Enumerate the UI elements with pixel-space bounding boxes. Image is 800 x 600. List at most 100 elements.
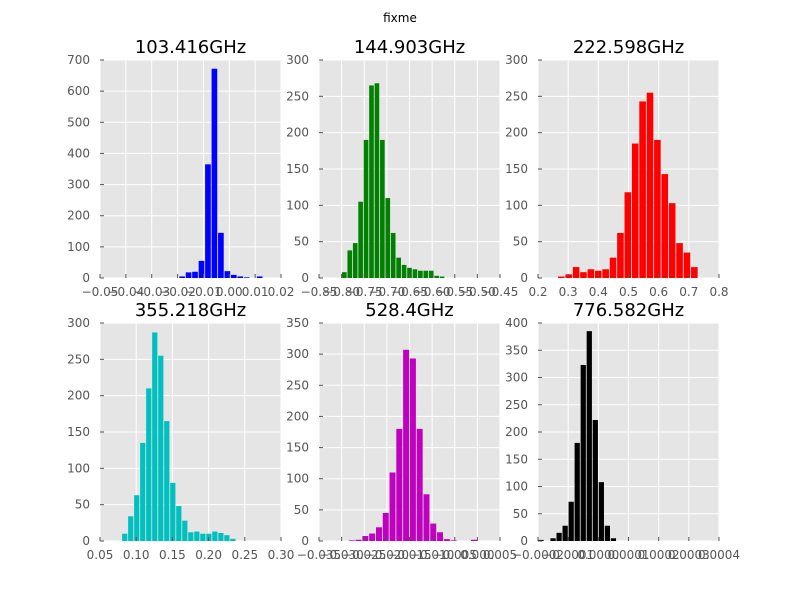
- y-tick-label: 100: [286, 472, 309, 486]
- histogram-bar: [565, 274, 572, 278]
- y-tick-label: 250: [505, 89, 528, 103]
- histogram-bar: [363, 139, 369, 278]
- histogram-bar: [592, 420, 598, 541]
- y-tick-label: 200: [67, 389, 90, 403]
- y-tick-label: 100: [505, 198, 528, 212]
- histogram-bar: [602, 269, 609, 278]
- histogram-bar: [676, 243, 683, 278]
- histogram-panel: −0.85−0.80−0.75−0.70−0.65−0.60−0.55−0.50…: [286, 37, 518, 299]
- histogram-bar: [218, 232, 224, 278]
- y-tick-label: 400: [505, 316, 528, 330]
- histogram-bar: [382, 512, 389, 541]
- y-tick-label: 150: [286, 441, 309, 455]
- subplot-title: 528.4GHz: [365, 300, 453, 321]
- histogram-bar: [218, 533, 224, 541]
- histogram-bar: [369, 533, 376, 541]
- y-tick-label: 50: [513, 507, 528, 521]
- subplot-title: 144.903GHz: [354, 37, 465, 58]
- x-tick-label: 0.25: [231, 548, 258, 562]
- y-tick-label: 200: [67, 209, 90, 223]
- y-tick-label: 150: [67, 425, 90, 439]
- histogram-bar: [430, 523, 437, 541]
- y-tick-label: 600: [67, 84, 90, 98]
- histogram-bar: [128, 516, 134, 541]
- histogram-bar: [158, 355, 164, 541]
- histogram-bar: [396, 428, 403, 541]
- histogram-bar: [470, 539, 477, 541]
- histogram-bar: [538, 539, 544, 541]
- histogram-bar: [385, 198, 391, 278]
- histogram-bar: [609, 257, 617, 278]
- histogram-bar: [574, 442, 580, 541]
- histogram-bar: [369, 85, 374, 278]
- y-tick-label: 300: [286, 347, 309, 361]
- x-tick-label: 0.00: [216, 285, 243, 299]
- histogram-bar: [434, 275, 439, 278]
- histogram-bar: [224, 271, 231, 278]
- histogram-bar: [550, 538, 556, 541]
- x-tick-label: 0.0001: [608, 548, 650, 562]
- x-tick-label: −0.65: [391, 285, 428, 299]
- x-tick-label: 0.5: [619, 285, 638, 299]
- y-tick-label: 0: [520, 271, 528, 285]
- histogram-bar: [211, 68, 218, 278]
- x-tick-label: −0.05: [82, 285, 119, 299]
- y-tick-label: 400: [67, 146, 90, 160]
- histogram-bar: [661, 174, 669, 278]
- y-tick-label: 0: [82, 271, 90, 285]
- y-tick-label: 250: [286, 378, 309, 392]
- x-tick-label: 0.4: [589, 285, 608, 299]
- y-tick-label: 100: [286, 198, 309, 212]
- histogram-bar: [624, 192, 632, 278]
- figure-title: fixme: [383, 11, 417, 25]
- x-tick-label: 0.005: [483, 548, 517, 562]
- histogram-bar: [182, 520, 188, 541]
- y-tick-label: 150: [505, 162, 528, 176]
- histogram-bar: [691, 267, 698, 278]
- histogram-bar: [185, 272, 192, 278]
- x-tick-label: −0.010: [410, 548, 454, 562]
- histogram-bar: [200, 533, 206, 541]
- y-tick-label: 350: [286, 316, 309, 330]
- histogram-bar: [423, 494, 430, 541]
- histogram-bar: [423, 270, 429, 278]
- histogram-bar: [352, 243, 358, 278]
- histogram-bar: [224, 535, 230, 541]
- x-tick-label: −0.005: [433, 548, 477, 562]
- y-tick-label: 50: [294, 235, 309, 249]
- y-tick-label: 0: [82, 534, 90, 548]
- x-tick-label: 0.3: [559, 285, 578, 299]
- y-tick-label: 100: [67, 461, 90, 475]
- histogram-bar: [568, 501, 574, 541]
- y-tick-label: 300: [505, 53, 528, 67]
- subplot-title: 355.218GHz: [135, 300, 246, 321]
- histogram-bar: [668, 203, 676, 278]
- y-tick-label: 300: [286, 53, 309, 67]
- x-tick-label: 0.2: [528, 285, 547, 299]
- histogram-bar: [439, 276, 445, 278]
- x-tick-label: 0.7: [679, 285, 698, 299]
- histogram-bar: [170, 482, 176, 541]
- histogram-bar: [347, 250, 353, 278]
- histogram-bar: [580, 272, 587, 278]
- x-tick-label: 0.000: [460, 548, 494, 562]
- histogram-bar: [237, 276, 244, 278]
- y-tick-label: 0: [301, 534, 309, 548]
- y-tick-label: 200: [286, 409, 309, 423]
- subplot-title: 103.416GHz: [135, 37, 246, 58]
- y-tick-label: 250: [505, 398, 528, 412]
- histogram-panel: 0.05 0.10 0.15 0.20 0.25 0.30 0 50 100 150 200 250 3…: [67, 300, 294, 562]
- histogram-bar: [140, 442, 146, 541]
- x-tick-label: −0.015: [387, 548, 431, 562]
- y-tick-label: 700: [67, 53, 90, 67]
- histogram-bar: [362, 536, 369, 541]
- histogram-bar: [389, 472, 396, 541]
- histogram-bar: [401, 264, 407, 278]
- x-tick-label: 0.10: [123, 548, 150, 562]
- histogram-bar: [580, 364, 586, 541]
- x-tick-label: −0.0002: [512, 548, 564, 562]
- histogram-bar: [558, 276, 565, 278]
- histogram-bar: [428, 270, 434, 278]
- x-tick-label: 0.8: [709, 285, 728, 299]
